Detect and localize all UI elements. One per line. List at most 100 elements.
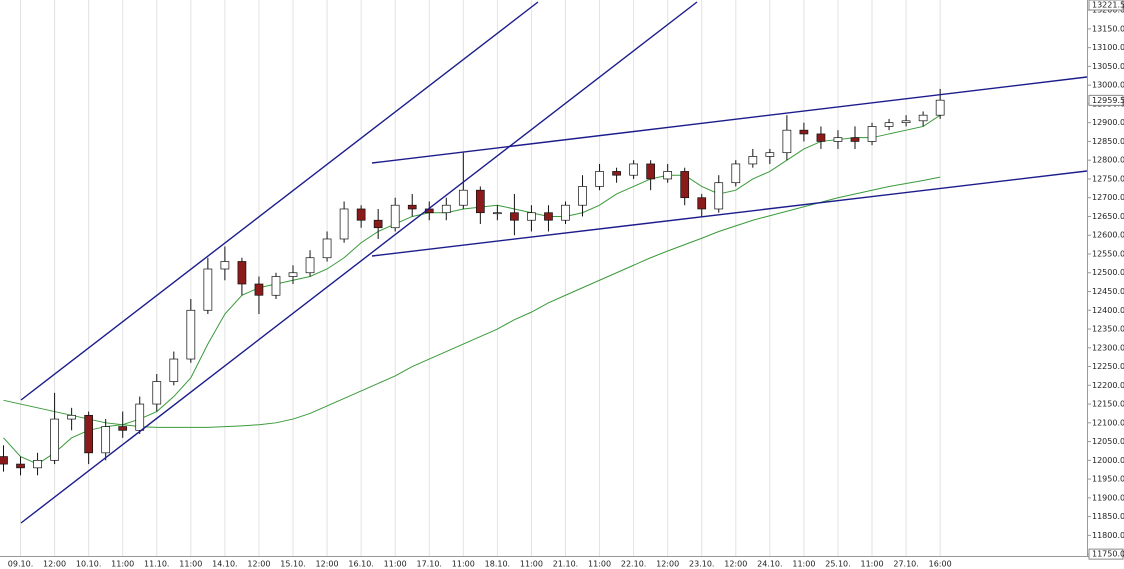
candle-body	[356, 208, 366, 221]
y-tick-label: 12400.0	[1092, 306, 1124, 315]
candle-body	[629, 163, 638, 176]
candle-body	[612, 171, 621, 176]
y-tick-label: 12850.0	[1092, 137, 1124, 146]
candle-body	[441, 204, 451, 214]
y-tick-label: 13050.0	[1092, 62, 1124, 71]
axes: 11800.0 11850.0 11900.0 11950.0 12000.0 12050…	[8, 0, 1124, 569]
candle-body	[561, 204, 570, 221]
candle-body	[50, 418, 59, 461]
moving-average	[3, 176, 941, 428]
trend-line	[371, 170, 1088, 257]
candle-body	[714, 182, 724, 210]
candle-body	[67, 414, 76, 420]
x-tick-label: 11:00	[588, 560, 611, 569]
candle-body	[220, 261, 230, 270]
y-tick-label: 12800.0	[1092, 156, 1124, 165]
candle-body	[595, 171, 604, 187]
candle-body	[118, 426, 128, 431]
y-tick-label: 12750.0	[1092, 174, 1124, 183]
y-tick-label: 12700.0	[1092, 193, 1124, 202]
candle-body	[33, 459, 42, 469]
candle-body	[510, 212, 519, 221]
y-tick-label: 13100.0	[1092, 43, 1124, 52]
y-tick-label: 12100.0	[1092, 418, 1124, 427]
candle-body	[203, 268, 213, 311]
y-tick-label: 12650.0	[1092, 212, 1124, 221]
price-marker-label: 13221.5	[1092, 1, 1124, 10]
y-tick-label: 11900.0	[1092, 493, 1124, 502]
y-tick-label: 11950.0	[1092, 475, 1124, 484]
y-tick-label: 11850.0	[1092, 512, 1124, 521]
moving-average	[3, 114, 941, 465]
x-tick-label: 18.10.	[485, 560, 510, 569]
x-tick-label: 16:00	[929, 560, 952, 569]
trend-lines	[20, 1, 1088, 524]
plot	[0, 88, 945, 476]
x-tick-label: 21.10.	[553, 560, 578, 569]
y-tick-label: 12500.0	[1092, 268, 1124, 277]
candle-body	[152, 381, 162, 405]
candle-body	[833, 137, 843, 142]
x-tick-label: 14.10.	[212, 560, 237, 569]
candle-body	[390, 204, 400, 229]
candle-body	[935, 99, 945, 116]
price-marker-label: 12959.5	[1092, 96, 1124, 105]
candle-body	[101, 426, 111, 454]
x-tick-label: 11:00	[792, 560, 815, 569]
candle-body	[322, 238, 332, 259]
candle-body	[84, 414, 94, 454]
candle-body	[884, 122, 894, 127]
candle-body	[680, 171, 690, 199]
y-tick-label: 12150.0	[1092, 400, 1124, 409]
candle-body	[748, 156, 758, 165]
x-tick-label: 10.10.	[76, 560, 101, 569]
x-tick-label: 12:00	[316, 560, 339, 569]
y-tick-label: 13000.0	[1092, 81, 1124, 90]
candle-body	[850, 137, 860, 142]
x-tick-label: 11:00	[520, 560, 543, 569]
x-tick-label: 12:00	[656, 560, 679, 569]
candle-body	[765, 152, 775, 157]
y-tick-label: 12550.0	[1092, 249, 1124, 258]
candle-body	[305, 257, 315, 274]
y-tick-label: 12000.0	[1092, 456, 1124, 465]
x-tick-label: 15.10.	[280, 560, 305, 569]
candle-body	[799, 129, 809, 135]
candle-body	[135, 403, 145, 431]
candle-body	[527, 212, 536, 221]
candle-body	[373, 219, 383, 229]
x-tick-label: 17.10.	[417, 560, 442, 569]
candle-body	[288, 272, 298, 277]
trend-line	[20, 1, 698, 524]
y-tick-label: 11800.0	[1092, 531, 1124, 540]
price-marker	[1088, 0, 1124, 11]
x-tick-label: 12:00	[247, 560, 270, 569]
y-tick-label: 11750.0	[1092, 550, 1124, 559]
x-tick-label: 11:00	[860, 560, 883, 569]
y-tick-label: 12050.0	[1092, 437, 1124, 446]
candle-body	[663, 171, 673, 180]
x-tick-label: 25.10.	[825, 560, 850, 569]
candle-body	[475, 189, 485, 214]
trend-line	[20, 1, 539, 401]
candle-body	[458, 189, 468, 206]
x-tick-label: 24.10.	[757, 560, 782, 569]
y-tick-label: 12300.0	[1092, 343, 1124, 352]
x-tick-label: 22.10.	[621, 560, 646, 569]
grid	[20, 0, 941, 556]
y-tick-label: 12350.0	[1092, 325, 1124, 334]
y-tick-label: 12900.0	[1092, 118, 1124, 127]
x-tick-label: 11:00	[384, 560, 407, 569]
candle-body	[339, 208, 349, 240]
x-tick-label: 11:00	[452, 560, 475, 569]
candle-body	[254, 283, 264, 296]
y-tick-label: 12600.0	[1092, 231, 1124, 240]
y-tick-box	[1088, 548, 1124, 560]
candle-body	[493, 212, 502, 215]
price-marker	[1088, 94, 1124, 106]
candle-body	[901, 120, 911, 124]
x-tick-label: 23.10.	[689, 560, 714, 569]
